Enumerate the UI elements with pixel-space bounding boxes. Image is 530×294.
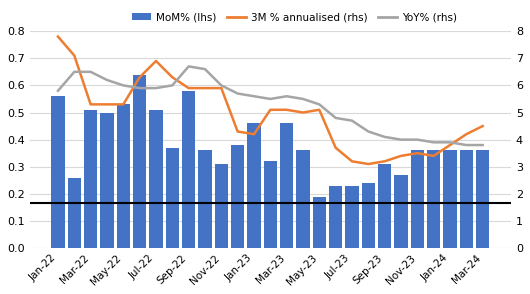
Bar <box>296 151 310 248</box>
Bar <box>460 151 473 248</box>
Bar <box>231 145 244 248</box>
Bar <box>329 186 342 248</box>
Bar <box>280 123 293 248</box>
Bar <box>133 75 146 248</box>
Bar <box>264 161 277 248</box>
Bar <box>51 96 65 248</box>
Bar <box>149 110 163 248</box>
Bar <box>166 148 179 248</box>
Bar <box>84 110 97 248</box>
Bar <box>378 164 391 248</box>
Bar <box>394 175 408 248</box>
Bar <box>411 151 424 248</box>
Bar <box>362 183 375 248</box>
Bar <box>198 151 211 248</box>
Bar <box>101 113 113 248</box>
Bar <box>215 164 228 248</box>
Bar <box>346 186 358 248</box>
Bar <box>444 151 456 248</box>
Bar <box>182 91 195 248</box>
Bar <box>248 123 261 248</box>
Bar <box>117 104 130 248</box>
Bar <box>427 151 440 248</box>
Bar <box>68 178 81 248</box>
Bar <box>313 197 326 248</box>
Bar <box>476 151 489 248</box>
Legend: MoM% (lhs), 3M % annualised (rhs), YoY% (rhs): MoM% (lhs), 3M % annualised (rhs), YoY% … <box>128 8 461 26</box>
